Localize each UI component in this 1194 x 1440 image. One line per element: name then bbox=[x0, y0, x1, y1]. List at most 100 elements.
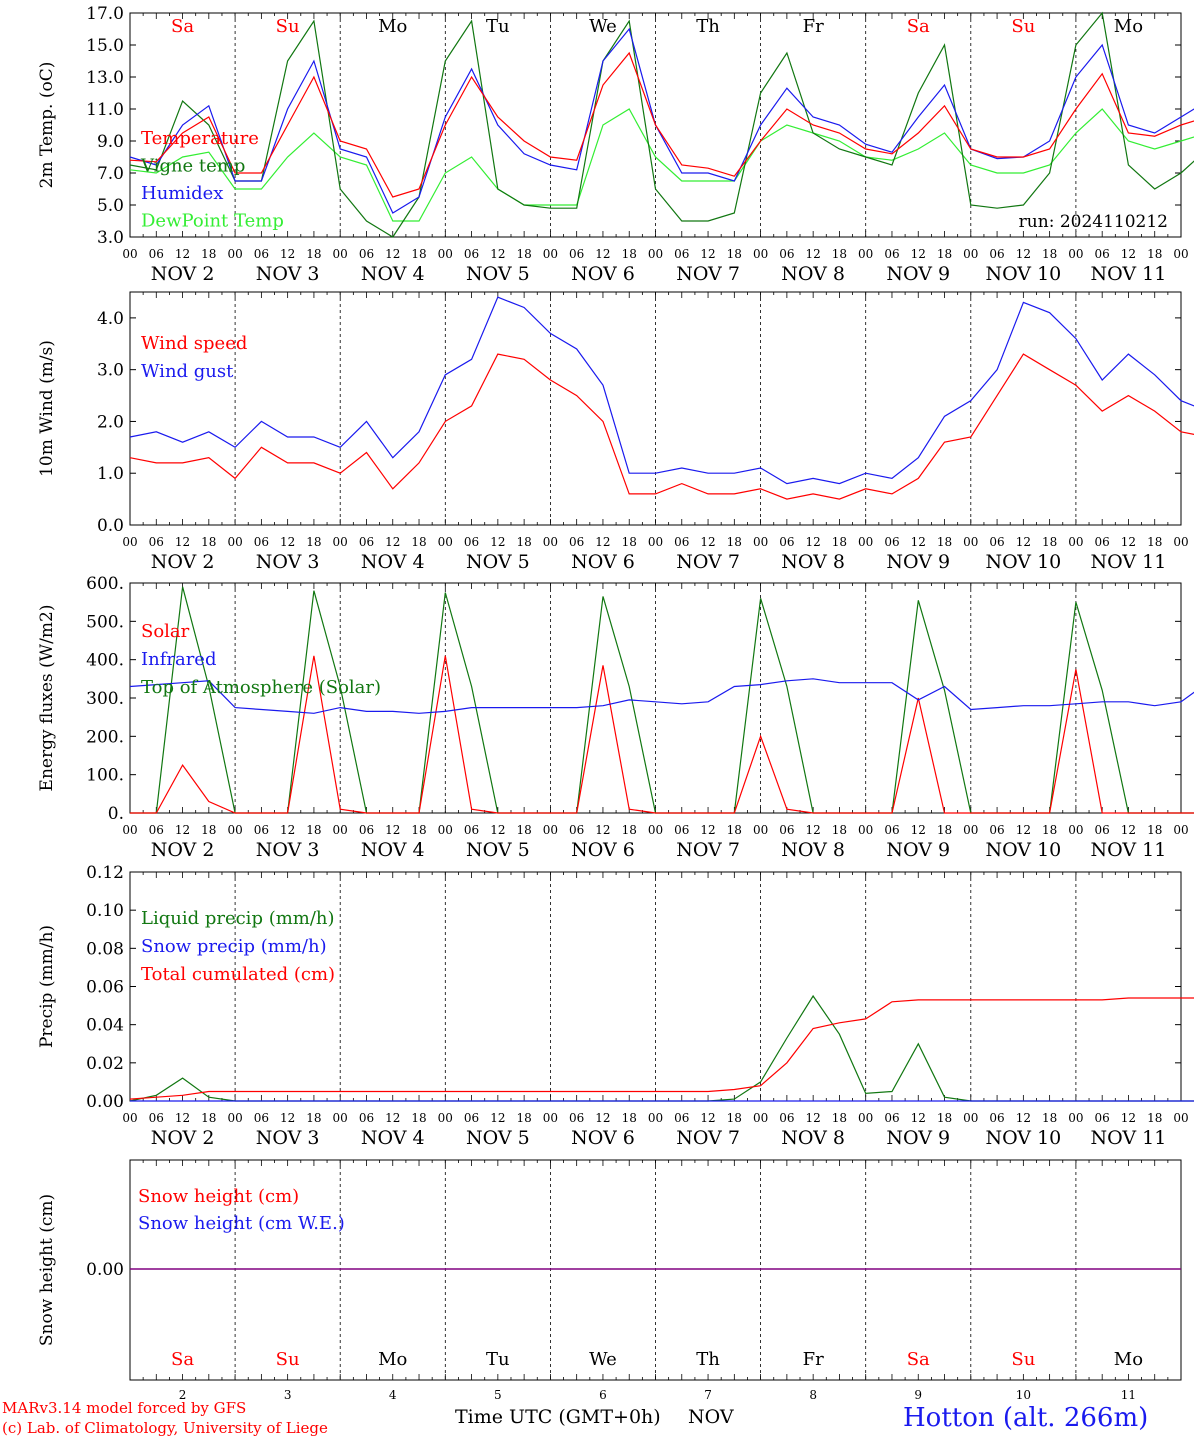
hour-label: 00 bbox=[858, 535, 873, 549]
y-tick-label: 300. bbox=[86, 689, 124, 709]
hour-label: 18 bbox=[411, 1111, 426, 1125]
day-number: 10 bbox=[1016, 1388, 1031, 1402]
date-label: NOV 5 bbox=[466, 839, 530, 861]
y-tick-label: 0.0 bbox=[97, 516, 124, 536]
series-vigne-temp bbox=[129, 11, 1194, 238]
hour-label: 18 bbox=[622, 535, 637, 549]
legend-entry: Liquid precip (mm/h) bbox=[141, 908, 335, 929]
date-label: NOV 2 bbox=[151, 263, 215, 285]
day-label: Su bbox=[1011, 16, 1035, 37]
hour-label: 18 bbox=[727, 823, 742, 837]
hour-label: 18 bbox=[727, 247, 742, 261]
panel-3: Energy fluxes (W/m2) 0. 100. 200. 300. 400. 50… bbox=[37, 574, 1194, 861]
hour-label: 06 bbox=[149, 535, 164, 549]
hour-label: 00 bbox=[122, 1111, 137, 1125]
hour-label: 06 bbox=[569, 535, 584, 549]
hour-label: 18 bbox=[411, 823, 426, 837]
hour-label: 00 bbox=[1173, 1111, 1188, 1125]
hour-label: 12 bbox=[700, 247, 715, 261]
legend-entry: Infrared bbox=[141, 649, 216, 670]
hour-label: 12 bbox=[700, 1111, 715, 1125]
day-label: Mo bbox=[1114, 16, 1143, 37]
y-tick-label: 0. bbox=[108, 804, 124, 824]
y-axis-label: 10m Wind (m/s) bbox=[37, 340, 57, 477]
hour-label: 12 bbox=[911, 247, 926, 261]
run-label: run: 2024110212 bbox=[1019, 212, 1168, 232]
hour-label: 12 bbox=[1121, 247, 1136, 261]
date-label: NOV 8 bbox=[781, 839, 845, 861]
hour-label: 12 bbox=[175, 247, 190, 261]
hour-label: 18 bbox=[201, 823, 216, 837]
footer-model: MARv3.14 model forced by GFS bbox=[2, 1399, 247, 1417]
hour-label: 00 bbox=[1068, 535, 1083, 549]
date-label: NOV 2 bbox=[151, 1127, 215, 1149]
date-label: NOV 8 bbox=[781, 551, 845, 573]
series-total-cumulated-cm bbox=[129, 997, 1194, 1100]
day-number: 7 bbox=[704, 1388, 712, 1402]
hour-label: 00 bbox=[543, 535, 558, 549]
day-label: We bbox=[589, 16, 617, 37]
hour-label: 12 bbox=[1121, 1111, 1136, 1125]
y-tick-label: 4.0 bbox=[97, 309, 124, 329]
hour-label: 06 bbox=[674, 1111, 689, 1125]
hour-label: 06 bbox=[674, 247, 689, 261]
day-label: Mo bbox=[378, 16, 407, 37]
y-tick-label: 0.00 bbox=[86, 1092, 124, 1112]
date-label: NOV 6 bbox=[571, 1127, 635, 1149]
legend-entry: Snow height (cm) bbox=[138, 1186, 299, 1207]
date-label: NOV 4 bbox=[361, 1127, 425, 1149]
footer-copyright: (c) Lab. of Climatology, University of L… bbox=[2, 1419, 328, 1437]
y-tick-label: 0.08 bbox=[86, 939, 124, 959]
series-liquid-precip-mm-h bbox=[129, 994, 1194, 1102]
date-label: NOV 7 bbox=[676, 263, 740, 285]
y-tick-label: 13.0 bbox=[86, 68, 124, 88]
date-label: NOV 9 bbox=[886, 1127, 950, 1149]
hour-label: 00 bbox=[1173, 535, 1188, 549]
hour-label: 18 bbox=[516, 247, 531, 261]
panel-5: Snow height (cm) 0.00 Snow height (cm) Snow… bbox=[37, 1159, 1182, 1402]
hour-label: 06 bbox=[569, 1111, 584, 1125]
hour-label: 06 bbox=[464, 535, 479, 549]
hour-label: 00 bbox=[227, 823, 242, 837]
hour-label: 12 bbox=[385, 535, 400, 549]
hour-label: 00 bbox=[122, 823, 137, 837]
hour-label: 06 bbox=[884, 1111, 899, 1125]
hour-label: 00 bbox=[122, 247, 137, 261]
hour-label: 18 bbox=[937, 823, 952, 837]
y-tick-label: 9.0 bbox=[97, 132, 124, 152]
hour-label: 18 bbox=[306, 535, 321, 549]
date-label: NOV 5 bbox=[466, 551, 530, 573]
date-label: NOV 3 bbox=[256, 839, 320, 861]
legend-entry: Wind gust bbox=[141, 361, 234, 382]
hour-label: 06 bbox=[884, 535, 899, 549]
hour-label: 12 bbox=[175, 1111, 190, 1125]
date-label: NOV 3 bbox=[256, 1127, 320, 1149]
hour-label: 06 bbox=[464, 823, 479, 837]
hour-label: 00 bbox=[648, 247, 663, 261]
date-label: NOV 2 bbox=[151, 839, 215, 861]
hour-label: 00 bbox=[227, 535, 242, 549]
hour-label: 06 bbox=[989, 823, 1004, 837]
day-label: Su bbox=[1011, 1349, 1035, 1370]
hour-label: 00 bbox=[963, 247, 978, 261]
hour-label: 06 bbox=[254, 1111, 269, 1125]
date-label: NOV 7 bbox=[676, 839, 740, 861]
y-tick-label: 100. bbox=[86, 766, 124, 786]
day-label: Sa bbox=[171, 16, 194, 37]
hour-label: 12 bbox=[1016, 247, 1031, 261]
hour-label: 00 bbox=[438, 247, 453, 261]
hour-label: 00 bbox=[333, 823, 348, 837]
day-label: Tu bbox=[486, 16, 510, 37]
y-tick-label: 0.10 bbox=[86, 901, 124, 921]
hour-label: 06 bbox=[569, 823, 584, 837]
panel-1: 2m Temp. (oC) 3.0 5.0 7.0 9.0 11.0 13.0 15.0 17.… bbox=[37, 4, 1194, 285]
legend-entry: Snow precip (mm/h) bbox=[141, 936, 327, 957]
day-label: Sa bbox=[171, 1349, 194, 1370]
date-label: NOV 7 bbox=[676, 551, 740, 573]
hour-label: 00 bbox=[438, 535, 453, 549]
day-number: 4 bbox=[389, 1388, 397, 1402]
hour-label: 00 bbox=[858, 1111, 873, 1125]
hour-label: 18 bbox=[1042, 535, 1057, 549]
legend-entry: Total cumulated (cm) bbox=[141, 964, 335, 985]
